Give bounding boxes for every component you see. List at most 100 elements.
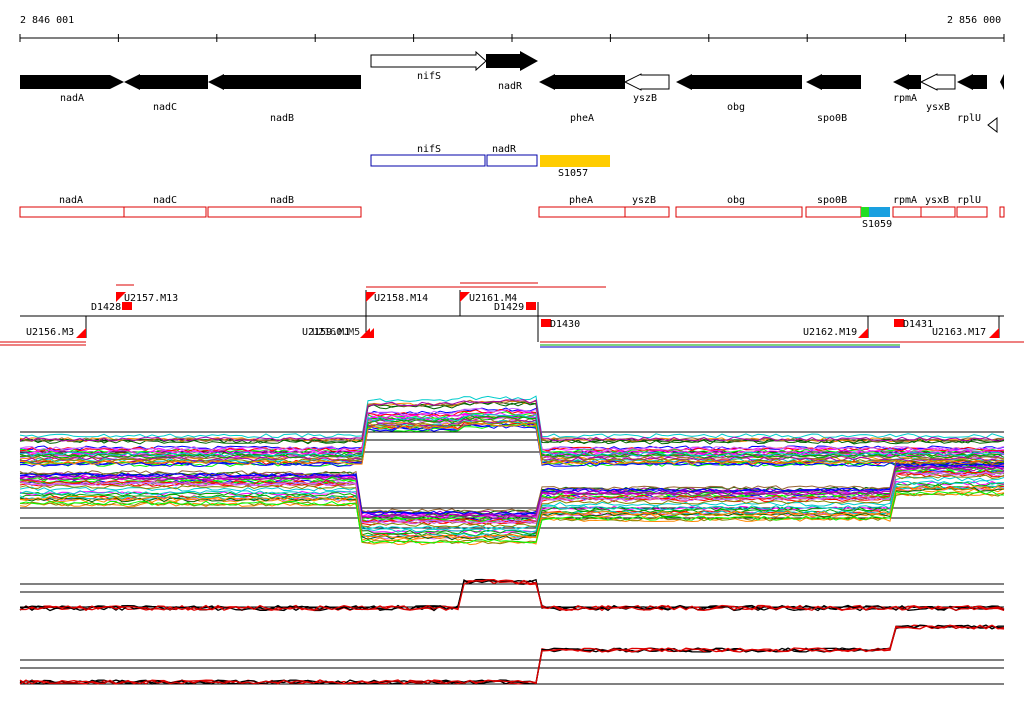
gene-arrow-pheA[interactable] xyxy=(539,74,625,90)
profile-line xyxy=(19,461,1005,515)
gene-box-label-yszB: yszB xyxy=(632,195,656,206)
gene-box-pheA[interactable] xyxy=(538,206,626,218)
summary-profile-upper xyxy=(19,578,1005,612)
gene-arrow-spo0B[interactable] xyxy=(806,74,861,90)
gene-box-edge xyxy=(999,206,1005,218)
gene-box-label-rplU: rplU xyxy=(957,195,981,206)
gene-box-yszB[interactable] xyxy=(624,206,670,218)
gene-box-nadA[interactable] xyxy=(19,206,125,218)
transcript-flag-U2158[interactable] xyxy=(366,292,376,302)
profile-line xyxy=(19,485,1005,539)
gene-label-spo0B: spo0B xyxy=(817,113,847,124)
profile-line xyxy=(19,411,1005,455)
gene-arrow-nadR[interactable] xyxy=(486,51,538,71)
transcript-label-U2161: U2161.M4 xyxy=(469,293,517,304)
deletion-label-D1430: D1430 xyxy=(550,319,580,330)
transcript-label-U2162: U2162.M19 xyxy=(803,327,857,338)
expression-profiles-lower xyxy=(19,460,1005,546)
transcript-flag-U2162[interactable] xyxy=(858,328,868,338)
transcript-flag-U2157[interactable] xyxy=(116,292,126,302)
deletion-marker-D1429[interactable] xyxy=(526,302,536,310)
deletion-marker-D1428[interactable] xyxy=(122,302,132,310)
gene-arrow-rpmA[interactable] xyxy=(893,74,921,90)
segment-S1057[interactable] xyxy=(540,155,610,167)
transcript-label-U2158: U2158.M14 xyxy=(374,293,428,304)
gene-label-nadC: nadC xyxy=(153,102,177,113)
transcript-track: U2156.M3 U2157.M13 D1428 U2158.M14 U2161… xyxy=(0,282,1024,348)
profile-line xyxy=(19,462,1005,516)
deletion-label-D1431: D1431 xyxy=(903,319,933,330)
profile-line xyxy=(19,472,1005,526)
profile-line xyxy=(19,424,1005,468)
gene-arrow-nadC[interactable] xyxy=(124,74,208,90)
gene-arrow-nadB[interactable] xyxy=(208,74,361,90)
transcript-label-U2163: U2163.M17 xyxy=(932,327,986,338)
deletion-label-D1429: D1429 xyxy=(494,302,524,313)
gene-box-track: nadA nadC nadB pheA yszB obg spo0B rpmA … xyxy=(19,195,1005,230)
profile-line xyxy=(19,399,1005,443)
summary-profile-lower xyxy=(19,624,1005,685)
gene-label-nifS: nifS xyxy=(417,71,441,82)
profile-line xyxy=(19,470,1005,524)
gene-label-ysxB: ysxB xyxy=(926,102,950,113)
transcript-label-U2156: U2156.M3 xyxy=(26,327,74,338)
transcript-label-U2160: U2160.M5 xyxy=(312,327,360,338)
operon-label-nifS: nifS xyxy=(417,144,441,155)
profile-line xyxy=(19,400,1005,444)
gene-arrow-nadA[interactable] xyxy=(20,75,124,89)
transcript-flag-U2160[interactable] xyxy=(360,328,370,338)
ruler-start-label: 2 846 001 xyxy=(20,15,74,26)
profile-line xyxy=(19,485,1005,539)
gene-box-label-nadB: nadB xyxy=(270,195,294,206)
transcript-flag-U2156[interactable] xyxy=(76,328,86,338)
gene-arrow-rplU[interactable] xyxy=(957,74,987,90)
gene-arrow-obg[interactable] xyxy=(676,74,802,90)
gene-label-nadA: nadA xyxy=(60,93,84,104)
operon-box-nifS[interactable] xyxy=(370,154,486,167)
gene-label-obg: obg xyxy=(727,102,745,113)
ruler-end-label: 2 856 000 xyxy=(947,15,1001,26)
gene-box-nadC[interactable] xyxy=(123,206,207,218)
profile-line xyxy=(19,415,1005,459)
gene-arrow-yszB[interactable] xyxy=(623,73,670,91)
gene-box-label-ysxB: ysxB xyxy=(925,195,949,206)
profile-line xyxy=(19,422,1005,466)
deletion-marker-D1431[interactable] xyxy=(894,319,904,327)
transcript-label-U2157: U2157.M13 xyxy=(124,293,178,304)
expression-profiles-upper xyxy=(19,395,1005,468)
deletion-label-D1428: D1428 xyxy=(91,302,121,313)
gene-label-nadR: nadR xyxy=(498,81,523,92)
gene-arrow-ysxB[interactable] xyxy=(919,73,956,91)
gene-box-label-nadA: nadA xyxy=(59,195,83,206)
profile-line xyxy=(19,474,1005,528)
gene-box-rplU[interactable] xyxy=(956,206,988,218)
gene-box-spo0B[interactable] xyxy=(805,206,862,218)
gene-arrow-track: nadA nadC nadB nifS nadR pheA yszB obg s… xyxy=(20,50,1004,134)
gene-box-rpmA[interactable] xyxy=(892,206,922,218)
segment-S1059[interactable] xyxy=(869,207,890,217)
profile-line xyxy=(19,487,1005,541)
gene-box-nadB[interactable] xyxy=(207,206,362,218)
gene-arrow-edge xyxy=(1000,74,1004,90)
deletion-marker-D1430[interactable] xyxy=(541,319,551,327)
transcript-flag-U2163[interactable] xyxy=(989,328,999,338)
profile-line xyxy=(19,469,1005,523)
transcript-flag-U2161[interactable] xyxy=(460,292,470,302)
profile-line xyxy=(19,464,1005,518)
segment-label-S1059: S1059 xyxy=(862,219,892,230)
segment-S1059-accent xyxy=(861,207,869,217)
profile-line xyxy=(19,413,1005,457)
operon-label-nadR: nadR xyxy=(492,144,517,155)
gene-box-obg[interactable] xyxy=(675,206,803,218)
gene-box-ysxB[interactable] xyxy=(920,206,956,218)
summary-line xyxy=(19,624,1005,685)
gene-label-rplU: rplU xyxy=(957,113,981,124)
profile-line xyxy=(19,460,1005,514)
gene-label-rpmA: rpmA xyxy=(893,93,917,104)
operon-box-nadR[interactable] xyxy=(486,154,538,167)
gene-box-label-pheA: pheA xyxy=(569,195,593,206)
profile-line xyxy=(19,407,1005,451)
gene-box-label-rpmA: rpmA xyxy=(893,195,917,206)
gene-arrow-nifS[interactable] xyxy=(370,50,487,72)
